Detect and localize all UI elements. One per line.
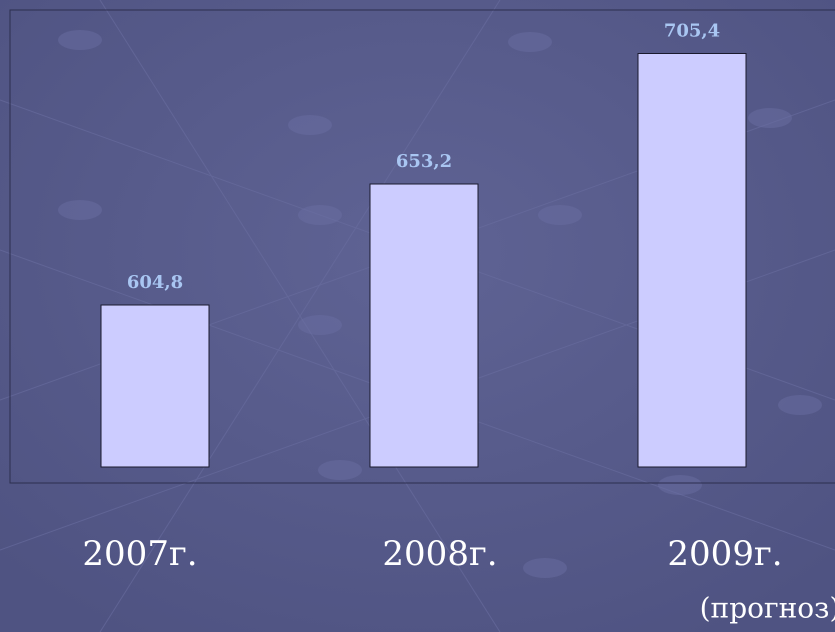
annotation: (прогноз) (700, 592, 835, 625)
background-dots (58, 30, 822, 578)
x-tick-label: 2008г. (382, 534, 497, 574)
bar (100, 304, 210, 468)
plot-frame (9, 9, 835, 484)
x-tick-label: 2009г. (667, 534, 782, 574)
value-label: 705,4 (664, 21, 720, 42)
value-label: 604,8 (127, 272, 183, 293)
bar (369, 183, 479, 468)
bar (637, 53, 747, 468)
x-tick-label: 2007г. (82, 534, 197, 574)
value-label: 653,2 (396, 151, 452, 172)
